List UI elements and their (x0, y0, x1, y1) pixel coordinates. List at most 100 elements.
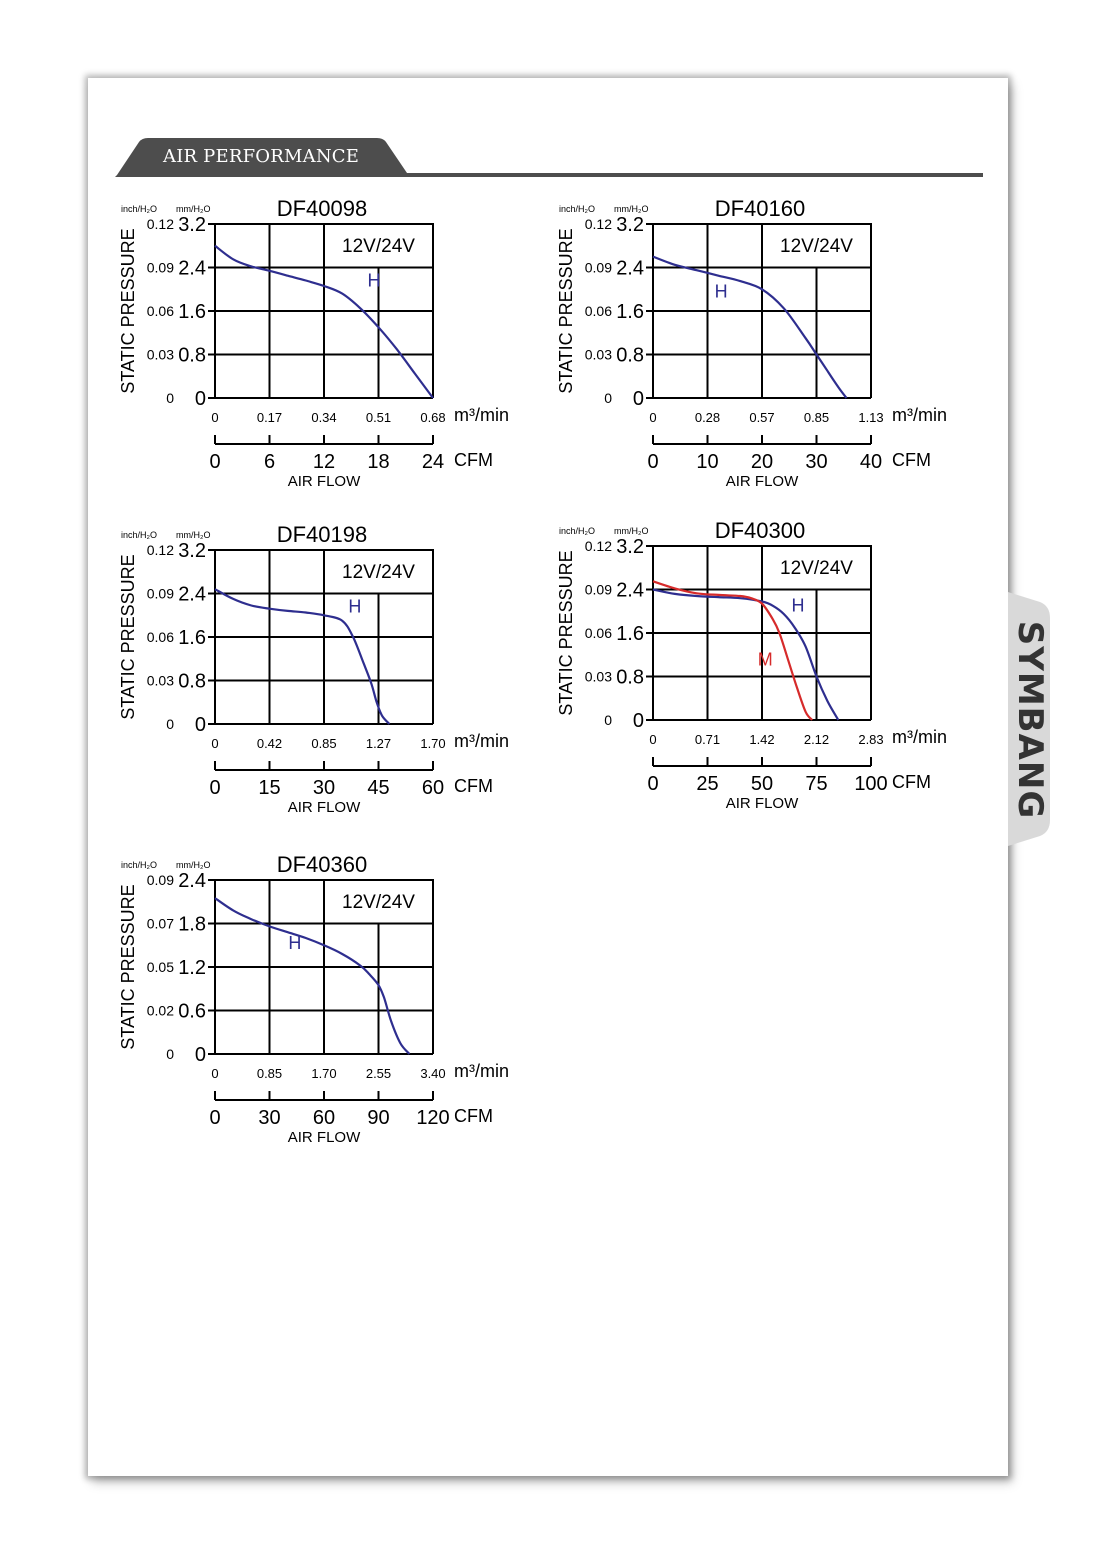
voltage-label: 12V/24V (342, 892, 415, 913)
x-tick-label-m3: 0 (211, 1066, 218, 1081)
y-tick-label-inch: 0.12 (147, 216, 174, 232)
x-tick-label-cfm: 30 (805, 451, 827, 473)
y-unit-mm: mm/H₂O (176, 860, 211, 870)
x-axis-label: AIR FLOW (288, 799, 361, 816)
y-axis-label: STATIC PRESSURE (118, 554, 138, 719)
x-tick-label-cfm: 0 (209, 451, 220, 473)
y-tick-label-mm: 3.2 (616, 536, 644, 558)
series-line-m (652, 580, 813, 721)
x-tick-label-m3: 1.27 (366, 736, 391, 751)
series-label-h: H (367, 271, 380, 291)
x-tick-label-cfm: 30 (258, 1107, 280, 1129)
y-tick-label-mm: 0.6 (178, 1001, 206, 1023)
voltage-box (323, 549, 434, 595)
y-tick-label-inch: 0.09 (585, 260, 612, 276)
x-tick-label-cfm: 120 (416, 1107, 449, 1129)
y-tick-label-mm: 1.6 (178, 301, 206, 323)
y-tick-label-mm: 3.2 (616, 214, 644, 236)
x-tick-label-m3: 0.51 (366, 410, 391, 425)
x-tick-label-m3: 0.85 (257, 1066, 282, 1081)
y-tick-label-inch: 0.09 (147, 872, 174, 888)
x-unit-cfm: CFM (454, 776, 493, 796)
x-tick-label-m3: 0 (211, 410, 218, 425)
y-tick-label-mm: 0.8 (178, 345, 206, 367)
y-tick-label-mm: 2.4 (178, 584, 206, 606)
x-tick-label-cfm: 100 (854, 773, 887, 795)
x-tick-label-cfm: 24 (422, 451, 444, 473)
y-unit-inch: inch/H₂O (559, 526, 595, 536)
x-tick-label-m3: 2.55 (366, 1066, 391, 1081)
x-tick-label-cfm: 15 (258, 777, 280, 799)
y-unit-inch: inch/H₂O (121, 204, 157, 214)
x-tick-label-cfm: 45 (367, 777, 389, 799)
y-tick-label-mm: 1.8 (178, 914, 206, 936)
chart-title: DF40300 (715, 518, 806, 543)
x-tick-label-cfm: 50 (751, 773, 773, 795)
section-title: AIR PERFORMANCE (163, 146, 360, 167)
y-tick-label-inch: 0.12 (147, 542, 174, 558)
x-tick-label-cfm: 12 (313, 451, 335, 473)
chart-title: DF40360 (277, 852, 368, 877)
y-tick-label-inch: 0.09 (147, 586, 174, 602)
y-tick-label-mm: 0 (633, 710, 644, 732)
y-tick-label-inch: 0.12 (585, 216, 612, 232)
brand-name: SYMBANG (1010, 620, 1050, 820)
x-tick-label-m3: 0.28 (695, 410, 720, 425)
y-tick-label-inch: 0.03 (585, 347, 612, 363)
x-tick-label-m3: 0.68 (420, 410, 445, 425)
voltage-box (323, 223, 434, 269)
x-tick-label-cfm: 40 (860, 451, 882, 473)
y-tick-label-inch: 0 (166, 390, 174, 406)
y-tick-label-inch: 0.12 (585, 538, 612, 554)
y-tick-label-mm: 1.6 (616, 623, 644, 645)
x-axis-label: AIR FLOW (288, 1129, 361, 1146)
x-axis-label: AIR FLOW (288, 473, 361, 490)
x-tick-label-cfm: 60 (422, 777, 444, 799)
y-tick-label-mm: 3.2 (178, 540, 206, 562)
y-unit-inch: inch/H₂O (121, 530, 157, 540)
x-unit-m3: m³/min (892, 727, 947, 747)
x-tick-label-cfm: 20 (751, 451, 773, 473)
x-tick-label-cfm: 30 (313, 777, 335, 799)
y-tick-label-inch: 0.06 (147, 629, 174, 645)
chart-title: DF40098 (277, 196, 368, 221)
brand-side-tab (1008, 592, 1050, 846)
series-line-h (214, 244, 434, 399)
voltage-label: 12V/24V (342, 236, 415, 257)
voltage-label: 12V/24V (780, 558, 853, 579)
y-unit-mm: mm/H₂O (614, 204, 649, 214)
y-tick-label-mm: 2.4 (616, 580, 644, 602)
y-tick-label-mm: 0 (195, 714, 206, 736)
chart-df40160: DF40160 inch/H₂O mm/H₂O STATIC PRESSURE 3.2 0… (553, 196, 963, 501)
y-tick-label-mm: 0.8 (178, 671, 206, 693)
x-axis-label: AIR FLOW (726, 795, 799, 812)
x-tick-label-cfm: 25 (696, 773, 718, 795)
x-tick-label-cfm: 10 (696, 451, 718, 473)
x-tick-label-m3: 1.13 (858, 410, 883, 425)
x-tick-label-m3: 0.34 (311, 410, 336, 425)
voltage-box (761, 223, 872, 269)
series-line-h (652, 255, 848, 399)
y-axis-label: STATIC PRESSURE (556, 228, 576, 393)
series-label-h: H (715, 281, 728, 301)
y-unit-inch: inch/H₂O (559, 204, 595, 214)
chart-title: DF40160 (715, 196, 806, 221)
x-tick-label-cfm: 90 (367, 1107, 389, 1129)
x-tick-label-m3: 0 (649, 732, 656, 747)
x-unit-cfm: CFM (892, 772, 931, 792)
y-axis-label: STATIC PRESSURE (118, 228, 138, 393)
voltage-box (761, 545, 872, 591)
x-tick-label-m3: 0.42 (257, 736, 282, 751)
y-tick-label-mm: 3.2 (178, 214, 206, 236)
y-tick-label-inch: 0 (604, 712, 612, 728)
chart-title: DF40198 (277, 522, 368, 547)
series-line-h (652, 588, 840, 721)
voltage-label: 12V/24V (342, 562, 415, 583)
y-unit-mm: mm/H₂O (176, 204, 211, 214)
x-tick-label-m3: 0.85 (311, 736, 336, 751)
